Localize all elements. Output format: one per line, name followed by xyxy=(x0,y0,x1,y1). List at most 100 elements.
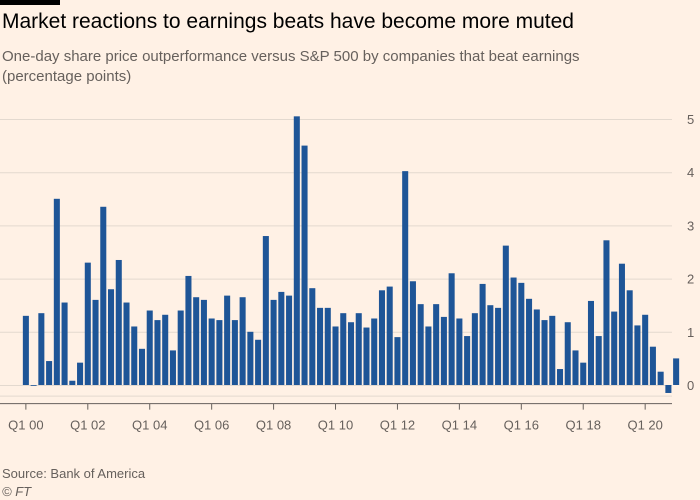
bar xyxy=(510,277,517,385)
bar xyxy=(131,326,138,385)
bar xyxy=(293,116,300,385)
y-tick-label: 2 xyxy=(687,272,694,287)
bar xyxy=(394,337,401,385)
bar xyxy=(216,320,223,385)
bar xyxy=(642,314,649,385)
bar xyxy=(580,362,587,385)
x-tick-label: Q1 10 xyxy=(318,418,353,433)
bar xyxy=(386,286,393,385)
bar xyxy=(224,295,231,385)
bar xyxy=(162,314,169,385)
y-tick-label: 0 xyxy=(687,378,694,393)
bar xyxy=(433,304,440,385)
bar xyxy=(409,281,416,385)
bar xyxy=(146,310,153,385)
x-tick-label: Q1 20 xyxy=(627,418,662,433)
bar xyxy=(347,322,355,385)
y-tick-label: 3 xyxy=(687,218,694,233)
bar xyxy=(123,302,130,385)
bar xyxy=(38,313,45,385)
bar xyxy=(595,336,602,385)
bar xyxy=(495,307,502,385)
bar xyxy=(587,300,594,385)
ft-accent-bar xyxy=(0,0,60,5)
chart-subtitle: One-day share price outperformance versu… xyxy=(2,48,580,85)
x-tick-label: Q1 18 xyxy=(566,418,601,433)
bar xyxy=(541,320,548,385)
bar xyxy=(378,290,385,385)
bar xyxy=(100,206,107,385)
bar xyxy=(255,339,262,385)
bar xyxy=(471,313,478,385)
bar xyxy=(138,348,146,385)
bar xyxy=(479,283,486,385)
y-tick-label: 5 xyxy=(687,112,694,127)
bar xyxy=(324,307,331,385)
bar xyxy=(177,310,184,385)
bar xyxy=(355,313,362,385)
bar xyxy=(440,316,447,385)
bar-chart: 0 1 2 3 4 5 Q1 00 Q1 02 Q1 04 Q1 06 Q1 08 Q1 10 Q1 1… xyxy=(0,112,694,433)
bar xyxy=(363,327,370,385)
ft-credit: © FT xyxy=(2,484,32,499)
x-tick-label: Q1 02 xyxy=(70,418,105,433)
bar xyxy=(301,145,308,385)
source-note: Source: Bank of America xyxy=(2,466,146,481)
bar xyxy=(115,259,122,385)
bar xyxy=(564,322,571,385)
bar xyxy=(92,299,99,385)
x-tick-label: Q1 06 xyxy=(194,418,229,433)
bar xyxy=(154,320,161,385)
bar xyxy=(270,299,277,385)
bar xyxy=(611,311,618,385)
x-tick-label: Q1 04 xyxy=(132,418,167,433)
bar xyxy=(208,318,215,385)
bar xyxy=(665,385,672,393)
x-tick-label: Q1 14 xyxy=(442,418,477,433)
bar xyxy=(309,288,316,385)
bar xyxy=(618,263,625,385)
bar xyxy=(526,298,533,385)
bar xyxy=(518,282,525,385)
x-tick-label: Q1 08 xyxy=(256,418,291,433)
bar xyxy=(417,304,424,385)
bar xyxy=(30,385,37,386)
bar xyxy=(69,380,76,385)
chart-title: Market reactions to earnings beats have … xyxy=(2,10,574,33)
bar xyxy=(262,236,269,385)
bar xyxy=(549,315,556,385)
bar xyxy=(657,371,664,385)
bar xyxy=(425,326,432,385)
bar xyxy=(448,273,455,385)
bar xyxy=(84,262,91,385)
bar xyxy=(108,289,115,385)
bar xyxy=(46,361,53,385)
bar xyxy=(332,326,339,385)
bar xyxy=(626,290,633,385)
y-tick-label: 1 xyxy=(687,325,694,340)
bar xyxy=(533,309,540,385)
bar xyxy=(193,297,200,385)
bar xyxy=(556,369,564,385)
bar xyxy=(649,346,656,385)
bar xyxy=(22,315,29,385)
bar xyxy=(572,350,579,385)
bar xyxy=(77,362,84,385)
bar xyxy=(487,305,494,385)
x-tick-label: Q1 00 xyxy=(8,418,43,433)
bar xyxy=(673,358,680,385)
bar xyxy=(247,331,254,385)
bar xyxy=(317,307,324,385)
bar xyxy=(53,198,60,385)
bar xyxy=(61,302,68,385)
x-tick-label: Q1 16 xyxy=(504,418,539,433)
bar xyxy=(200,299,207,385)
bar xyxy=(340,313,347,385)
bar xyxy=(502,245,509,385)
bar xyxy=(402,171,409,385)
bar xyxy=(286,295,293,385)
bar xyxy=(239,297,246,385)
bar xyxy=(603,240,610,385)
bar xyxy=(371,318,378,385)
bar xyxy=(231,320,238,385)
